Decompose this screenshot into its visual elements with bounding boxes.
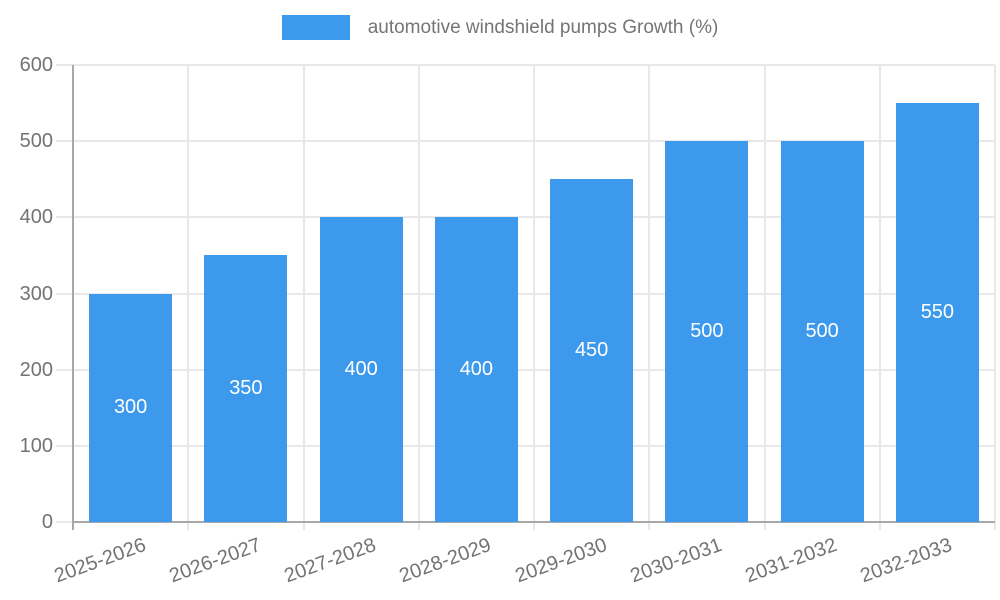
bar: 300 [89, 293, 173, 522]
legend-swatch-icon [281, 15, 350, 40]
y-axis-tick-label: 300 [19, 282, 53, 305]
v-gridline [648, 65, 651, 530]
h-gridline [56, 368, 995, 371]
bar-value-label: 550 [920, 301, 955, 324]
y-axis-tick-label: 0 [41, 511, 53, 533]
bar-value-label: 350 [229, 377, 263, 400]
legend-label: automotive windshield pumps Growth (%) [367, 17, 719, 38]
y-axis-tick-label: 100 [19, 434, 53, 457]
h-gridline [56, 140, 995, 143]
v-gridline [878, 65, 881, 530]
bar: 550 [895, 103, 979, 522]
x-axis-line [72, 521, 995, 523]
bar-value-label: 400 [459, 358, 494, 381]
h-gridline [56, 444, 995, 447]
bar: 500 [665, 141, 749, 522]
bar-value-label: 500 [690, 320, 724, 343]
y-axis-tick-label: 400 [19, 206, 53, 229]
bar-value-label: 400 [344, 358, 378, 381]
v-gridline [533, 65, 535, 530]
h-gridline [56, 64, 995, 66]
y-axis-tick-label: 600 [19, 54, 53, 76]
bar: 400 [319, 217, 403, 522]
bar-value-label: 450 [574, 339, 609, 362]
h-gridline [56, 292, 995, 295]
y-axis-tick-label: 200 [19, 358, 53, 381]
y-axis-tick-label: 500 [19, 130, 53, 153]
legend: automotive windshield pumps Growth (%) [0, 15, 1000, 40]
bar: 350 [204, 255, 288, 522]
h-gridline [56, 216, 995, 219]
bar: 500 [780, 141, 864, 522]
v-gridline [187, 65, 190, 530]
bar-value-label: 500 [805, 320, 839, 343]
bar: 400 [434, 217, 518, 522]
v-gridline [994, 65, 996, 530]
bar: 450 [550, 179, 634, 522]
legend-item[interactable]: automotive windshield pumps Growth (%) [281, 15, 719, 40]
v-gridline [302, 65, 305, 530]
y-axis-line [72, 65, 74, 530]
v-gridline [763, 65, 766, 530]
v-gridline [417, 65, 420, 530]
bar-value-label: 300 [113, 396, 148, 419]
y-zero-tick [56, 521, 73, 523]
